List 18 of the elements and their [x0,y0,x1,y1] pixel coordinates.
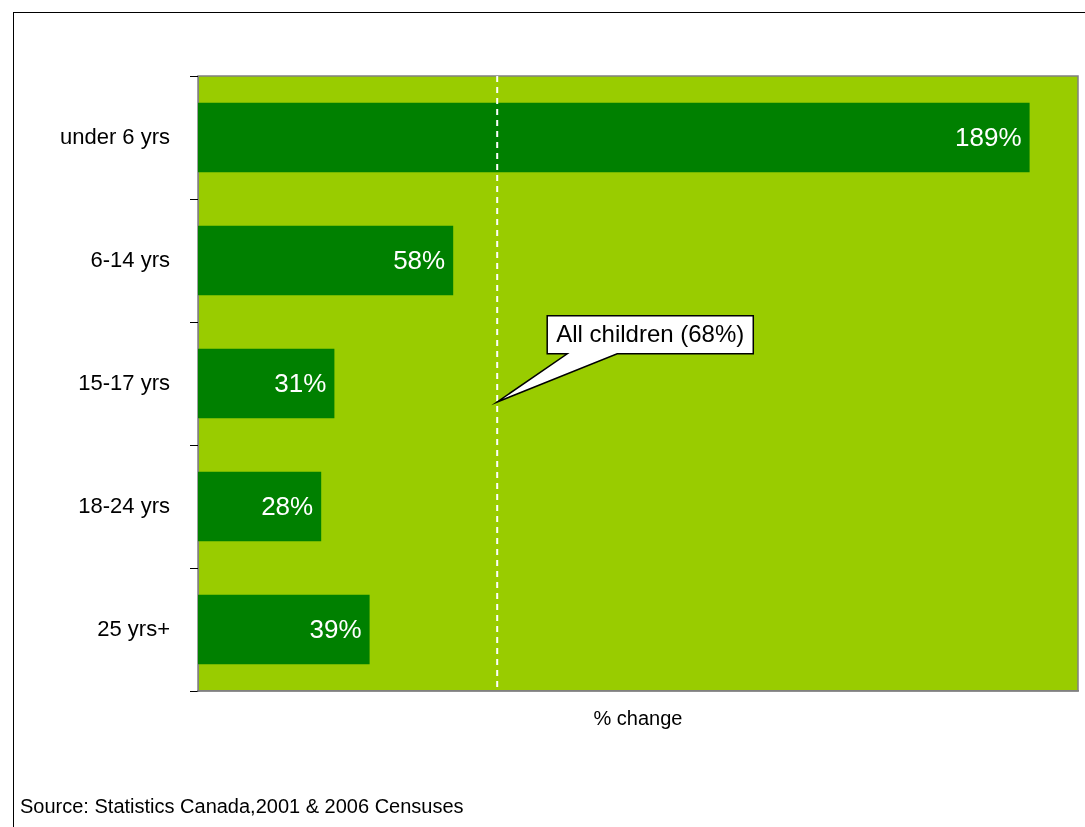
y-tick-label: 18-24 yrs [78,492,170,518]
x-axis-title: % change [593,706,683,729]
y-tick-label: 6-14 yrs [90,246,170,272]
y-tick-label: 25 yrs+ [97,615,170,641]
bar [198,471,322,542]
bar [198,594,370,665]
bar [198,225,454,296]
source-note: Source: Statistics Canada,2001 & 2006 Censuses [20,795,464,817]
y-tick-label: under 6 yrs [59,123,170,149]
bar [198,102,1030,173]
data-label: 58% [393,244,446,275]
data-label: 31% [274,367,327,398]
data-label: 39% [309,613,362,644]
ref-line-label: All children (68%) [556,320,745,348]
y-tick-label: 15-17 yrs [78,369,170,395]
data-label: 189% [955,121,1022,152]
bar [198,348,335,419]
data-label: 28% [261,490,314,521]
